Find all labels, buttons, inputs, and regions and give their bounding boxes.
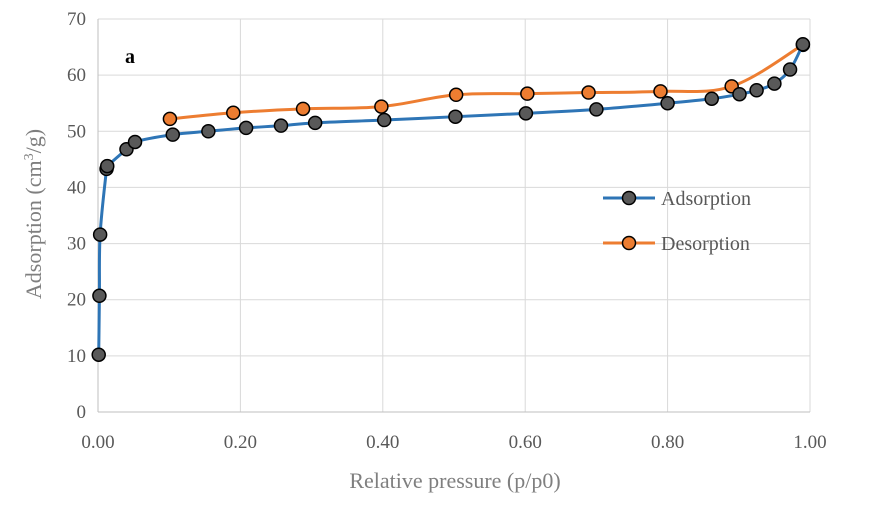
legend-adsorption-label: Adsorption bbox=[661, 188, 751, 210]
adsorption-point bbox=[127, 134, 143, 150]
adsorption-point bbox=[448, 109, 463, 124]
adsorption-point bbox=[100, 158, 115, 174]
y-tick-label: 50 bbox=[67, 121, 86, 142]
y-axis-title-end: /g) bbox=[21, 129, 46, 153]
x-tick-label: 0.00 bbox=[81, 432, 114, 453]
adsorption-point bbox=[704, 91, 719, 106]
adsorption-point bbox=[795, 37, 811, 52]
y-tick-label: 30 bbox=[67, 234, 86, 255]
adsorption-point bbox=[589, 102, 604, 117]
adsorption-point bbox=[660, 95, 675, 111]
desorption-point bbox=[520, 86, 535, 101]
axes: 0 10 20 30 40 50 60 70 0.00 0.20 0.40 0.60 0.80 1.00 bbox=[67, 9, 827, 453]
adsorption-point bbox=[165, 127, 181, 142]
adsorption-point bbox=[273, 118, 289, 133]
y-axis-title: Adsorption (cm3/g) bbox=[21, 129, 46, 299]
desorption-series bbox=[162, 37, 811, 127]
x-tick-label: 0.20 bbox=[224, 432, 257, 453]
legend-adsorption-marker bbox=[621, 190, 637, 206]
x-axis-title: Relative pressure (p/p0) bbox=[349, 468, 560, 493]
x-tick-label: 0.60 bbox=[509, 432, 542, 453]
y-axis-title-superscript: 3 bbox=[22, 153, 37, 160]
legend-desorption-label: Desorption bbox=[661, 233, 750, 255]
x-tick-label: 0.80 bbox=[651, 432, 684, 453]
adsorption-point bbox=[92, 227, 108, 242]
legend: Adsorption Desorption bbox=[603, 188, 751, 255]
adsorption-point bbox=[238, 120, 254, 136]
y-tick-label: 40 bbox=[67, 177, 86, 198]
x-tick-label: 0.40 bbox=[366, 432, 399, 453]
panel-label: a bbox=[125, 46, 135, 68]
data-series bbox=[91, 37, 811, 362]
grid-lines bbox=[98, 18, 811, 412]
desorption-point bbox=[162, 111, 178, 127]
desorption-point bbox=[226, 105, 241, 121]
y-tick-label: 20 bbox=[67, 290, 86, 311]
y-axis-title-main: Adsorption (cm bbox=[21, 160, 46, 299]
adsorption-point bbox=[782, 62, 798, 77]
y-tick-label: 0 bbox=[77, 402, 87, 423]
y-tick-label: 70 bbox=[67, 9, 86, 30]
adsorption-point bbox=[92, 288, 107, 304]
adsorption-point bbox=[201, 124, 216, 139]
adsorption-series bbox=[91, 37, 811, 362]
desorption-line bbox=[169, 43, 804, 121]
desorption-point bbox=[653, 84, 668, 99]
desorption-point bbox=[374, 99, 389, 114]
adsorption-point bbox=[91, 347, 106, 362]
y-tick-label: 60 bbox=[67, 65, 86, 86]
desorption-point bbox=[581, 85, 596, 100]
y-tick-label: 10 bbox=[67, 346, 86, 367]
legend-desorption-marker bbox=[621, 235, 637, 251]
adsorption-point bbox=[749, 83, 764, 98]
desorption-point bbox=[448, 87, 464, 103]
x-tick-label: 1.00 bbox=[793, 432, 826, 453]
adsorption-point bbox=[307, 115, 323, 131]
adsorption-point bbox=[518, 106, 534, 121]
adsorption-point bbox=[376, 112, 392, 128]
adsorption-point bbox=[767, 76, 782, 91]
adsorption-point bbox=[732, 86, 747, 102]
desorption-point bbox=[295, 101, 311, 117]
